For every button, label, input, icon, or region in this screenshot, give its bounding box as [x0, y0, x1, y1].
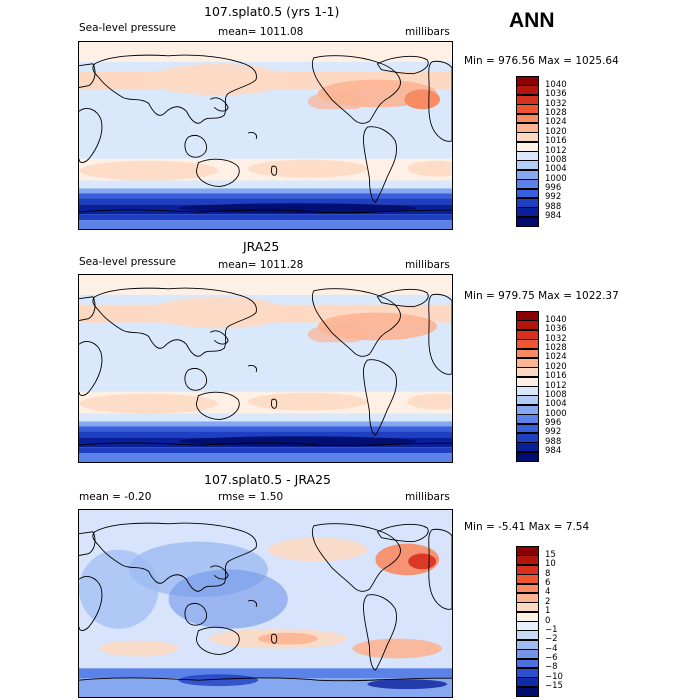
panel-1-mean-label: mean= 1011.08 [218, 26, 304, 38]
colorbar-tick-label: 0 [545, 615, 551, 626]
colorbar-tick-label: 8 [545, 568, 551, 579]
panel-2-title: JRA25 [243, 239, 280, 254]
panel-3-minmax-label: Min = -5.41 Max = 7.54 [464, 521, 590, 533]
panel-1-title: 107.splat0.5 (yrs 1-1) [204, 4, 340, 19]
colorbar-tick-label: 996 [545, 418, 562, 428]
colorbar-tick-label: −8 [545, 662, 558, 673]
panel-1-colorbar: 1040 1036 1032 1028 1024 1020 1016 1012 1008 1004… [516, 76, 586, 227]
colorbar-swatch [516, 451, 539, 462]
panel-3-units-label: millibars [405, 491, 450, 503]
colorbar-tick-label: 1036 [545, 89, 567, 100]
colorbar-tick-label: 1012 [545, 380, 567, 391]
panel-2-map [78, 274, 453, 463]
panel-3-title: 107.splat0.5 - JRA25 [204, 472, 331, 487]
colorbar-tick-label: 1008 [545, 154, 567, 165]
colorbar-tick-label: −4 [545, 643, 558, 654]
colorbar-tick-label: 988 [545, 201, 562, 212]
colorbar-tick-label: −10 [545, 671, 563, 682]
panel-2-mean-label: mean= 1011.28 [218, 259, 304, 271]
panel-2-units-label: millibars [405, 259, 450, 271]
colorbar-tick-label: 1040 [545, 314, 567, 325]
colorbar-tick-label: 15 [545, 549, 556, 560]
colorbar-tick-label: 1020 [545, 361, 567, 372]
colorbar-tick-label: 992 [545, 192, 562, 203]
colorbar-tick-label: 988 [545, 436, 562, 447]
colorbar-tick-label: −15 [545, 681, 563, 692]
colorbar-tick-label: 10 [545, 559, 556, 570]
panel-3-colorbar: 15 10 8 6 4 2 1 0 −1 −2 −4 −6 −8 −10 −15 [516, 546, 586, 697]
colorbar-tick-label: 1000 [545, 408, 567, 419]
colorbar-swatch [516, 216, 539, 227]
panel-3-map [78, 509, 453, 698]
panel-3-mean-label: mean = -0.20 [79, 491, 152, 503]
colorbar-tick-label: 1040 [545, 79, 567, 90]
colorbar-tick-label: 1028 [545, 108, 567, 118]
colorbar-tick-label: 1028 [545, 343, 567, 353]
colorbar-tick-label: −2 [545, 634, 558, 645]
colorbar-tick-label: 1016 [545, 136, 567, 147]
colorbar-tick-label: 984 [545, 211, 562, 222]
colorbar-tick-label: 996 [545, 183, 562, 193]
panel-1-minmax-label: Min = 976.56 Max = 1025.64 [464, 55, 619, 67]
panel-2-minmax-label: Min = 979.75 Max = 1022.37 [464, 290, 619, 302]
colorbar-tick-label: −1 [545, 624, 558, 635]
panel-3-rmse-label: rmse = 1.50 [218, 491, 284, 503]
colorbar-tick-label: 4 [545, 587, 551, 598]
panel-1-units-label: millibars [405, 26, 450, 38]
panel-2-variable-label: Sea-level pressure [79, 256, 177, 268]
panel-1-variable-label: Sea-level pressure [79, 22, 177, 34]
colorbar-tick-label: −6 [545, 653, 558, 663]
colorbar-tick-label: 1012 [545, 145, 567, 156]
colorbar-tick-label: 1024 [545, 352, 567, 363]
colorbar-tick-label: 1036 [545, 324, 567, 335]
colorbar-tick-label: 1004 [545, 164, 567, 175]
panel-1-map [78, 41, 453, 230]
colorbar-tick-label: 1 [545, 606, 551, 617]
colorbar-tick-label: 6 [545, 578, 551, 588]
colorbar-tick-label: 984 [545, 446, 562, 457]
colorbar-swatch [516, 686, 539, 697]
colorbar-tick-label: 2 [545, 596, 551, 607]
colorbar-tick-label: 1000 [545, 173, 567, 184]
colorbar-tick-label: 1004 [545, 399, 567, 410]
colorbar-tick-label: 1024 [545, 117, 567, 128]
colorbar-tick-label: 1008 [545, 389, 567, 400]
colorbar-tick-label: 1032 [545, 333, 567, 344]
colorbar-tick-label: 992 [545, 427, 562, 438]
season-label: ANN [509, 9, 555, 32]
colorbar-tick-label: 1016 [545, 371, 567, 382]
colorbar-tick-label: 1020 [545, 126, 567, 137]
colorbar-tick-label: 1032 [545, 98, 567, 109]
panel-2-colorbar: 1040 1036 1032 1028 1024 1020 1016 1012 1008 1004… [516, 311, 586, 462]
